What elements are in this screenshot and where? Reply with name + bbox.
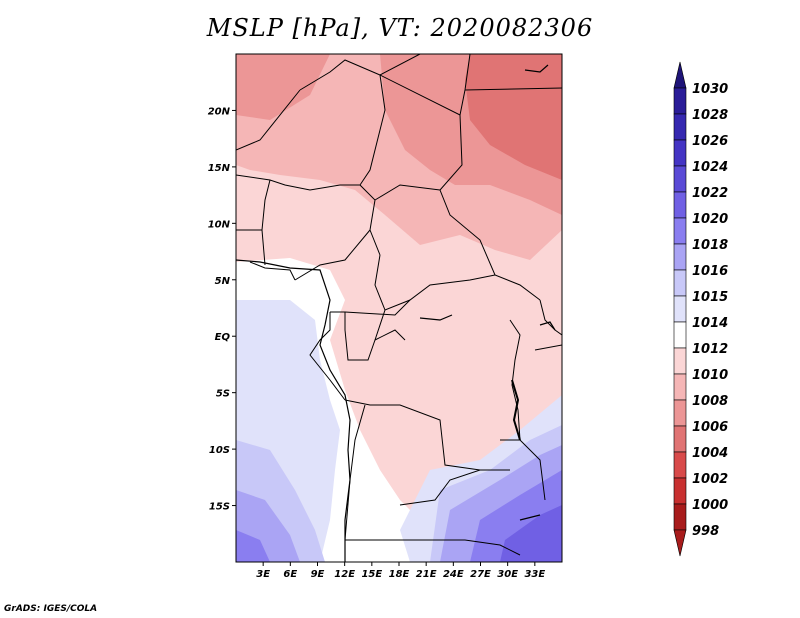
lon-tick-label: 18E <box>389 569 410 580</box>
colorbar-swatch <box>673 139 687 167</box>
colorbar-swatch <box>673 399 687 427</box>
lon-tick-label: 33E <box>524 569 545 580</box>
colorbar-swatch <box>673 503 687 531</box>
lon-tick-label: 3E <box>256 569 270 580</box>
field-1006-nw <box>236 54 330 120</box>
lat-tick-label: 5S <box>216 389 230 400</box>
colorbar-label: 1026 <box>692 134 728 149</box>
lon-tick-label: 9E <box>311 569 325 580</box>
lon-tick-label: 27E <box>470 569 491 580</box>
colorbar-label: 1024 <box>692 160 728 175</box>
lon-tick-label: 21E <box>416 569 437 580</box>
lon-tick-label: 24E <box>443 569 464 580</box>
latitude-ticks: 20N 15N 10N 5N EQ 5S 10S 15S <box>208 106 236 513</box>
colorbar-swatch <box>673 113 687 141</box>
colorbar-label: 998 <box>692 524 719 539</box>
colorbar-label: 1030 <box>692 82 728 97</box>
colorbar-swatch <box>673 425 687 453</box>
colorbar-label: 1018 <box>692 238 728 253</box>
colorbar-label: 1028 <box>692 108 728 123</box>
colorbar: 1030 1028 1026 1024 1022 1020 1018 1016 1015 1014… <box>673 61 728 557</box>
field-1004-ne <box>465 54 562 180</box>
colorbar-swatch <box>673 191 687 219</box>
colorbar-swatch <box>673 321 687 349</box>
lat-tick-label: 20N <box>208 106 231 117</box>
colorbar-label: 1002 <box>692 472 728 487</box>
lon-tick-label: 12E <box>334 569 355 580</box>
colorbar-swatch <box>673 347 687 375</box>
colorbar-label: 1015 <box>692 290 728 305</box>
colorbar-swatch <box>673 269 687 297</box>
country-borders <box>236 54 562 556</box>
colorbar-swatch <box>673 87 687 115</box>
grads-credit: GrADS: IGES/COLA <box>4 604 98 614</box>
pressure-field <box>236 54 562 562</box>
lon-tick-label: 15E <box>361 569 382 580</box>
colorbar-top-arrow <box>673 61 687 89</box>
colorbar-label: 1006 <box>692 420 728 435</box>
field-1018-sw <box>236 530 270 562</box>
colorbar-label: 1010 <box>692 368 728 383</box>
lat-tick-label: 15N <box>208 163 231 174</box>
colorbar-label: 1000 <box>692 498 728 513</box>
lat-tick-label: 15S <box>209 502 230 513</box>
lat-tick-label: 10S <box>209 445 230 456</box>
colorbar-swatch <box>673 217 687 245</box>
lat-tick-label: 10N <box>208 219 231 230</box>
field-1020-se <box>500 505 562 562</box>
colorbar-label: 1016 <box>692 264 728 279</box>
colorbar-label: 1020 <box>692 212 728 227</box>
colorbar-swatch <box>673 477 687 505</box>
chart-title: MSLP [hPa], VT: 2020082306 <box>206 14 594 42</box>
colorbar-swatch <box>673 373 687 401</box>
lon-tick-label: 6E <box>283 569 297 580</box>
lat-tick-label: EQ <box>215 332 231 343</box>
lon-tick-label: 30E <box>497 569 518 580</box>
colorbar-swatch <box>673 165 687 193</box>
colorbar-label: 1012 <box>692 342 728 357</box>
colorbar-swatch <box>673 243 687 271</box>
colorbar-label: 1008 <box>692 394 728 409</box>
colorbar-label: 1022 <box>692 186 728 201</box>
coastlines <box>236 64 556 562</box>
colorbar-swatch <box>673 451 687 479</box>
colorbar-bottom-arrow <box>673 529 687 557</box>
lat-tick-label: 5N <box>215 276 231 287</box>
colorbar-label: 1014 <box>692 316 728 331</box>
longitude-ticks: 3E 6E 9E 12E 15E 18E 21E 24E 27E 30E 33E <box>256 562 545 580</box>
colorbar-swatch <box>673 295 687 323</box>
colorbar-label: 1004 <box>692 446 728 461</box>
